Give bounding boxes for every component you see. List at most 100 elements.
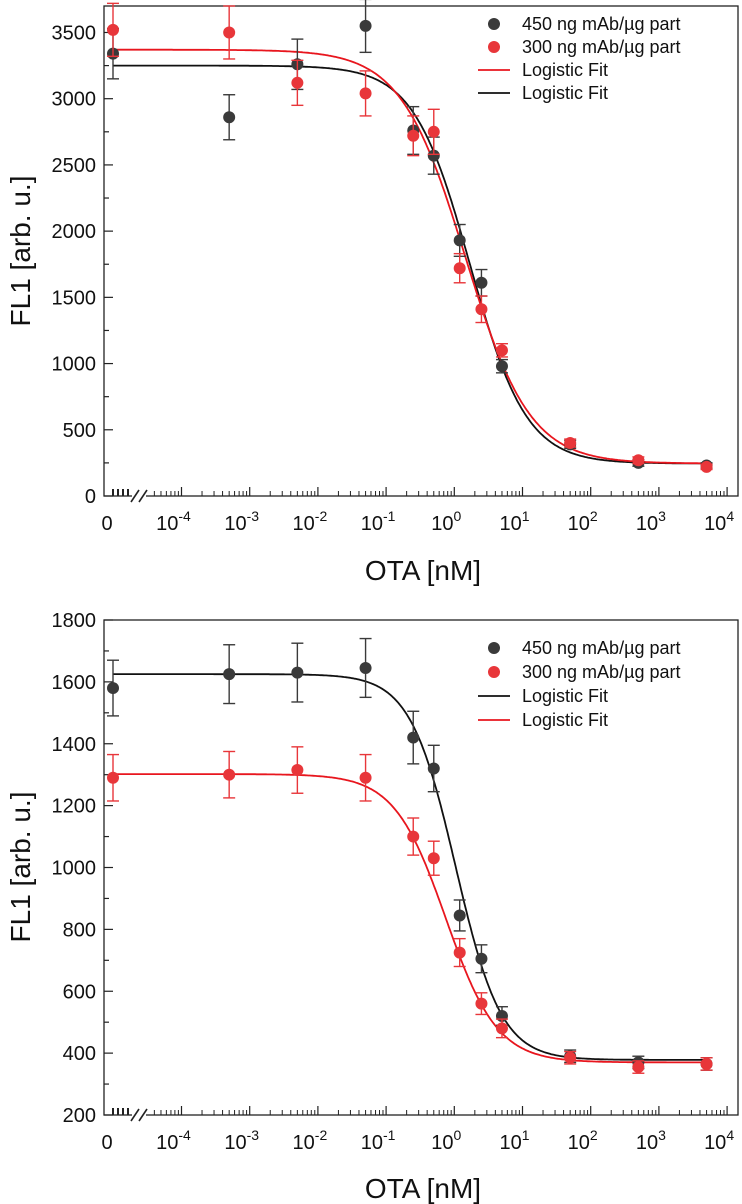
y-tick-label: 1000: [52, 858, 97, 880]
chart-1: 0 500 1000 1500 2000 2500 3000 3500 0 10-4 10-3 10-…: [5, 0, 739, 586]
x-tick-label: 100: [431, 1127, 461, 1154]
data-point: [359, 771, 372, 784]
fit-curve-1: [113, 673, 707, 1061]
data-point: [407, 830, 420, 843]
legend-marker: [488, 41, 500, 53]
axis-break-gap: [132, 1108, 146, 1122]
axis-break-mark: [130, 489, 140, 503]
y-tick-label: 600: [63, 981, 96, 1003]
data-point: [359, 661, 372, 674]
x-tick-label: 10-3: [224, 1127, 259, 1154]
fit-curve-2: [113, 48, 707, 465]
x-tick-label: 104: [704, 1127, 734, 1154]
y-tick-label: 200: [63, 1105, 96, 1127]
data-point: [700, 1057, 713, 1070]
legend: 450 ng mAb/µg part 300 ng mAb/µg part Logi…: [478, 14, 680, 103]
data-point: [453, 262, 466, 275]
data-point: [407, 731, 420, 744]
x-tick-label: 101: [499, 1127, 529, 1154]
series-2: [107, 746, 713, 1074]
data-point: [632, 1061, 645, 1074]
legend-label: 450 ng mAb/µg part: [522, 14, 680, 34]
legend-marker: [488, 18, 500, 30]
x-axis-title: OTA [nM]: [365, 555, 481, 586]
x-tick-label: 10-2: [293, 508, 328, 535]
data-point: [475, 303, 488, 316]
data-point: [495, 344, 508, 357]
chart-2: 200 400 600 800 1000 1200 1400 1600 1800 0 10-4 10-…: [5, 610, 739, 1204]
y-tick-label: 1800: [52, 610, 97, 632]
x-tick-label: 103: [636, 508, 666, 535]
y-tick-label: 1000: [52, 354, 97, 376]
data-point: [291, 666, 304, 679]
data-point: [475, 952, 488, 965]
data-point: [223, 668, 236, 681]
data-point: [453, 234, 466, 247]
series-1: [107, 637, 713, 1071]
legend-marker: [488, 666, 500, 678]
y-tick-label: 400: [63, 1043, 96, 1065]
data-point: [475, 276, 488, 289]
data-point: [359, 87, 372, 100]
x-tick-label: 10-2: [293, 1127, 328, 1154]
legend-label: 300 ng mAb/µg part: [522, 662, 680, 682]
data-point: [107, 682, 119, 695]
data-point: [223, 768, 236, 781]
y-tick-label: 3500: [52, 22, 97, 44]
x-tick-label: 104: [704, 508, 734, 535]
y-tick-label: 1200: [52, 796, 97, 818]
y-tick-label: 1600: [52, 672, 97, 694]
series-2: [107, 2, 713, 473]
y-tick-label: 1500: [52, 287, 97, 309]
x-tick-label: 0: [101, 1132, 112, 1154]
data-point: [475, 997, 488, 1010]
data-point: [564, 1051, 577, 1064]
data-point: [223, 111, 236, 124]
legend-label: 300 ng mAb/µg part: [522, 37, 680, 57]
x-tick-label: 103: [636, 1127, 666, 1154]
x-tick-label: 101: [499, 508, 529, 535]
data-point: [107, 23, 119, 36]
data-point: [107, 771, 119, 784]
x-tick-label: 0: [101, 513, 112, 535]
legend-label: Logistic Fit: [522, 60, 608, 80]
data-point: [427, 762, 440, 775]
data-point: [564, 437, 577, 450]
y-tick-label: 0: [85, 486, 96, 508]
axis-break-mark: [130, 1108, 140, 1122]
y-tick-label: 800: [63, 919, 96, 941]
plot-frame: [103, 5, 739, 497]
x-axis-title: OTA [nM]: [365, 1173, 481, 1204]
x-tick-label: 10-1: [361, 1127, 396, 1154]
legend-label: Logistic Fit: [522, 710, 608, 730]
y-tick-label: 2000: [52, 221, 97, 243]
x-tick-label: 102: [568, 1127, 598, 1154]
data-point: [700, 460, 713, 473]
legend: 450 ng mAb/µg part 300 ng mAb/µg part Logi…: [478, 638, 680, 730]
x-tick-label: 10-1: [361, 508, 396, 535]
data-point: [291, 764, 304, 777]
data-point: [427, 852, 440, 865]
data-point: [407, 129, 420, 142]
data-point: [291, 76, 304, 89]
data-point: [495, 360, 508, 373]
plot-frame: [103, 619, 739, 1116]
y-tick-label: 1400: [52, 734, 97, 756]
x-tick-label: 10-4: [156, 508, 191, 535]
data-point: [453, 909, 466, 922]
y-axis-title: FL1 [arb. u.]: [5, 176, 36, 327]
data-point: [359, 19, 372, 32]
y-axis-title: FL1 [arb. u.]: [5, 792, 36, 943]
y-tick-label: 3000: [52, 89, 97, 111]
axis-break-mark: [138, 1108, 148, 1122]
y-tick-label: 2500: [52, 155, 97, 177]
fit-curve-1: [113, 64, 707, 465]
series-1: [107, 0, 713, 472]
axis-break-mark: [138, 489, 148, 503]
data-point: [223, 26, 236, 39]
legend-label: 450 ng mAb/µg part: [522, 638, 680, 658]
data-point: [453, 946, 466, 959]
x-tick-label: 100: [431, 508, 461, 535]
data-point: [632, 454, 645, 467]
